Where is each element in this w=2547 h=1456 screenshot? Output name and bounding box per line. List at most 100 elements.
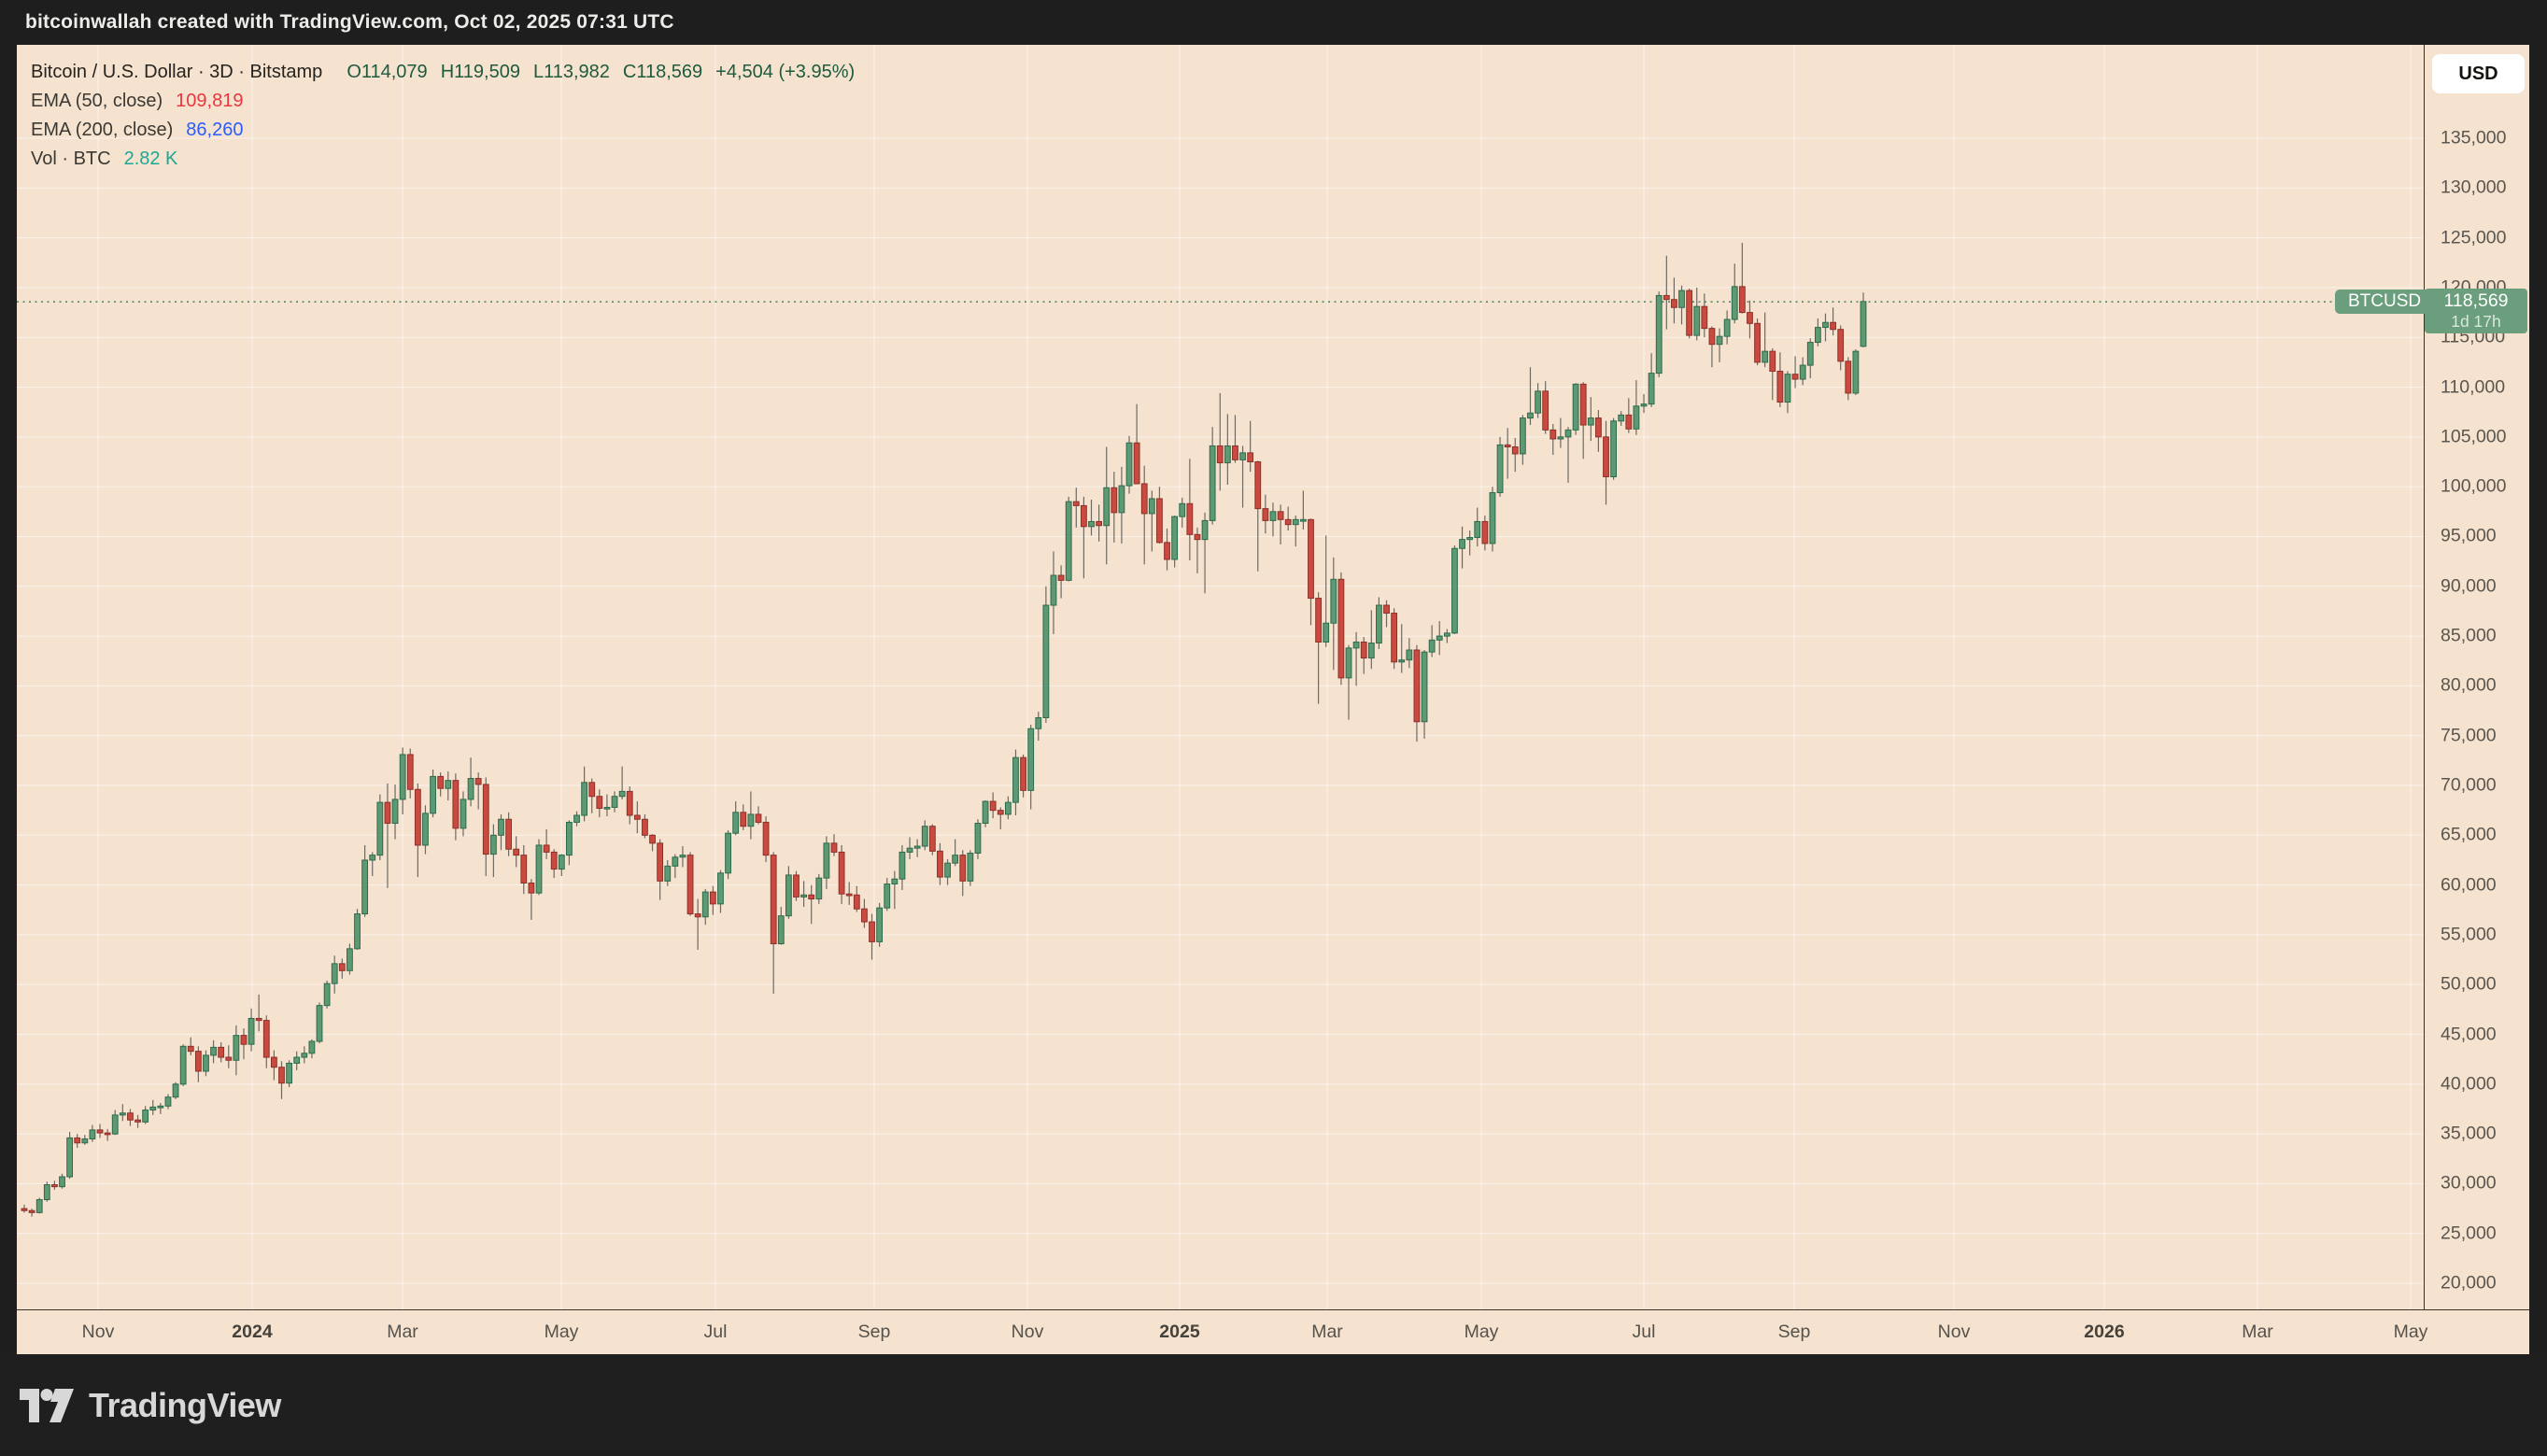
candle-up (1762, 350, 1769, 363)
candle-up (967, 852, 974, 882)
bar-countdown: 1d 17h (2451, 312, 2501, 332)
ema50-row[interactable]: EMA (50, close) 109,819 (31, 87, 855, 116)
candle-down (1156, 498, 1163, 544)
volume-row[interactable]: Vol · BTC 2.82 K (31, 145, 855, 174)
candle-up (1118, 485, 1125, 514)
candle-up (293, 1056, 301, 1064)
candle-down (1247, 452, 1254, 462)
candle-up (611, 796, 618, 808)
candle-down (928, 826, 936, 852)
candle-up (725, 832, 731, 874)
currency-button-label: USD (2458, 64, 2498, 84)
candle-up (1125, 442, 1133, 487)
candle-up (286, 1062, 293, 1084)
chart-panel: Bitcoin / U.S. Dollar · 3D · Bitstamp O11… (17, 45, 2529, 1354)
candle-up (172, 1083, 179, 1098)
candle-up (1012, 756, 1019, 803)
candle-up (1640, 403, 1648, 407)
candle-up (1209, 445, 1216, 521)
candle-down (1579, 383, 1587, 426)
candle-down (1747, 312, 1753, 324)
candle-up (1618, 414, 1625, 422)
candle-up (1519, 417, 1526, 455)
candle-down (482, 784, 489, 855)
candle-up (1367, 643, 1375, 659)
price-axis-label: 75,000 (2441, 725, 2497, 746)
candle-down (1391, 613, 1398, 663)
price-axis-label: 110,000 (2441, 376, 2506, 398)
candle-down (28, 1209, 35, 1213)
currency-button[interactable]: USD (2432, 54, 2525, 93)
candle-up (1784, 374, 1791, 403)
candle-up (1103, 487, 1111, 527)
candle-up (1050, 574, 1057, 606)
candle-down (1383, 604, 1390, 615)
candle-up (316, 1005, 323, 1042)
tradingview-logo-icon (20, 1389, 74, 1422)
attribution-text: bitcoinwallah created with TradingView.c… (25, 11, 674, 33)
time-axis-scale[interactable]: Nov 2024 Mar May Jul Sep Nov 2025 Mar May Jul Sep No… (17, 1309, 2529, 1355)
candle-up (952, 855, 959, 864)
candle-down (1216, 445, 1224, 464)
candle-down (1413, 649, 1421, 723)
price-axis-label: 35,000 (2441, 1123, 2497, 1144)
price-axis-scale[interactable]: USD 135,000 130,000 125,000 120,000 115,000 1… (2424, 45, 2530, 1309)
candle-up (164, 1096, 172, 1107)
symbol-title[interactable]: Bitcoin / U.S. Dollar · 3D · Bitstamp (31, 62, 323, 82)
candle-up (1806, 342, 1814, 366)
price-axis-label: 30,000 (2441, 1172, 2497, 1194)
candle-down (134, 1119, 141, 1123)
candlestick-plot[interactable] (17, 45, 2424, 1309)
candle-down (770, 855, 777, 945)
candle-down (1769, 350, 1776, 372)
candle-up (921, 826, 928, 847)
time-axis-year-label: 2026 (2084, 1322, 2125, 1342)
candle-up (1269, 511, 1277, 521)
candle-up (1323, 622, 1330, 643)
candle-up (899, 851, 906, 880)
volume-label: Vol · BTC (31, 148, 111, 169)
candle-down (1020, 756, 1026, 791)
candle-up (982, 800, 989, 825)
candle-down (633, 814, 641, 820)
footer-bar: TradingView (0, 1354, 2547, 1456)
candle-down (1504, 444, 1511, 448)
symbol-price-flag-label: BTCUSD (2348, 291, 2422, 312)
time-axis-month-label: May (544, 1322, 579, 1342)
candle-up (1065, 501, 1072, 581)
tradingview-logo[interactable]: TradingView (20, 1381, 281, 1430)
candle-down (240, 1035, 248, 1045)
candle-up (369, 855, 376, 861)
candle-up (1723, 318, 1731, 337)
ema200-row[interactable]: EMA (200, close) 86,260 (31, 116, 855, 145)
candle-up (1171, 516, 1179, 560)
candle-down (1594, 417, 1602, 438)
symbol-row[interactable]: Bitcoin / U.S. Dollar · 3D · Bitstamp O11… (31, 58, 855, 87)
candle-up (747, 813, 755, 827)
candle-up (944, 862, 951, 878)
candle-down (1776, 370, 1784, 403)
candle-up (354, 913, 361, 950)
candle-up (1201, 519, 1209, 541)
candle-up (1042, 604, 1050, 718)
candle-up (785, 874, 792, 917)
price-axis-label: 85,000 (2441, 625, 2497, 646)
time-axis-month-label: Mar (2242, 1322, 2273, 1342)
price-axis-label: 70,000 (2441, 774, 2497, 796)
candle-down (1830, 321, 1836, 331)
candle-up (1451, 547, 1458, 634)
candle-down (278, 1067, 285, 1084)
candle-down (1096, 520, 1103, 527)
candle-down (808, 894, 815, 900)
candle-up (460, 799, 467, 829)
candle-down (520, 855, 528, 883)
time-axis-month-label: Sep (1777, 1322, 1811, 1342)
candle-up (467, 778, 474, 800)
candle-down (127, 1112, 134, 1121)
candle-down (845, 893, 853, 897)
candle-down (657, 842, 664, 882)
candle-up (1610, 420, 1618, 477)
candle-up (1398, 659, 1406, 663)
candle-up (732, 812, 740, 834)
candle-down (709, 891, 716, 905)
